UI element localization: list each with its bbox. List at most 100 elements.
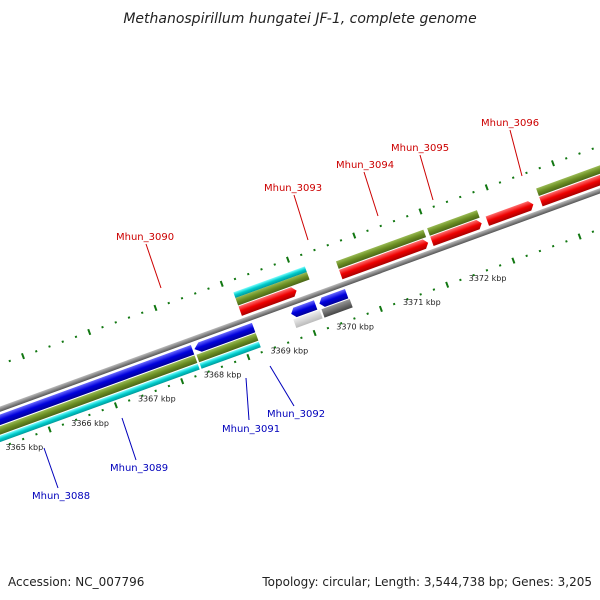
reverse-minor-tick (392, 302, 396, 306)
kbp-scale: 3365 kbp 3366 kbp 3367 kbp 3368 kbp 3369… (5, 274, 507, 452)
reverse-major-tick (246, 353, 251, 361)
reverse-minor-tick (459, 278, 462, 282)
tick-label-3366: 3366 kbp (71, 419, 109, 428)
forward-minor-tick (326, 243, 330, 247)
gene-label-mhun-3095[interactable]: Mhun_3095 (391, 143, 449, 154)
forward-minor-tick (207, 287, 210, 290)
cds-arrow-mhun-3090[interactable] (238, 286, 298, 316)
gene-track-mhun-3096[interactable] (536, 147, 600, 197)
reverse-minor-tick (472, 273, 475, 277)
forward-major-tick (153, 304, 158, 312)
genome-backbone (0, 174, 600, 426)
forward-minor-tick (8, 359, 12, 363)
leader-mhun-3095 (419, 154, 434, 201)
genome-axis: 3365 kbp 3366 kbp 3367 kbp 3368 kbp 3369… (0, 147, 600, 453)
gene-track-mhun-3094[interactable] (427, 210, 480, 236)
pseudogene-light-mhun-3091[interactable] (293, 309, 323, 328)
reverse-minor-tick (406, 297, 409, 301)
gene-label-mhun-3089[interactable]: Mhun_3089 (110, 463, 168, 474)
leader-mhun-3091 (245, 377, 250, 421)
reverse-major-tick (113, 402, 118, 409)
forward-minor-tick (34, 350, 38, 353)
leader-mhun-3096 (509, 129, 523, 177)
cds-arrow-mhun-3094[interactable] (430, 219, 483, 247)
reverse-minor-tick (233, 360, 237, 364)
reverse-minor-tick (432, 288, 436, 291)
cds-arrow-mhun-3088[interactable] (0, 345, 195, 438)
gene-track-mhun-3088[interactable] (0, 355, 198, 446)
gene-track-mhun-3090[interactable] (235, 271, 310, 306)
tick-label-3365: 3365 kbp (5, 443, 43, 452)
gene-label-mhun-3096[interactable]: Mhun_3096 (481, 118, 539, 129)
forward-major-tick (418, 208, 423, 215)
gene-label-mhun-3092[interactable]: Mhun_3092 (267, 409, 325, 420)
gene-track-mhun-3089[interactable] (196, 333, 259, 363)
forward-minor-tick (260, 268, 263, 271)
reverse-minor-tick (154, 389, 157, 393)
forward-major-tick (352, 232, 357, 239)
reverse-minor-tick (485, 268, 489, 272)
cds-arrow-mhun-3093[interactable] (339, 238, 430, 280)
forward-minor-tick (180, 296, 184, 300)
leader-mhun-3089 (121, 417, 137, 461)
gene-label-mhun-3094[interactable]: Mhun_3094 (336, 160, 394, 171)
reverse-minor-tick (260, 350, 263, 354)
gene-label-mhun-3088[interactable]: Mhun_3088 (32, 491, 90, 502)
cds-arrow-mhun-3089[interactable] (193, 322, 256, 354)
forward-minor-tick (273, 263, 277, 266)
forward-minor-tick (591, 147, 595, 151)
reverse-minor-tick (565, 240, 568, 243)
forward-minor-tick (246, 272, 250, 276)
accession-text: Accession: NC_007796 (8, 575, 144, 589)
tick-label-3372: 3372 kbp (469, 274, 507, 283)
reverse-minor-tick (127, 399, 131, 402)
forward-minor-tick (140, 311, 144, 315)
tick-label-3371: 3371 kbp (403, 298, 441, 307)
reverse-minor-tick (591, 230, 595, 233)
reverse-minor-tick (339, 322, 343, 325)
reverse-minor-tick (194, 375, 197, 378)
forward-minor-tick (472, 190, 475, 194)
reverse-major-tick (180, 378, 185, 385)
gene-track-mhun-3093[interactable] (335, 229, 427, 269)
gene-label-mhun-3093[interactable]: Mhun_3093 (264, 183, 322, 194)
forward-minor-tick (525, 171, 528, 175)
gene-label-mhun-3091[interactable]: Mhun_3091 (222, 424, 280, 435)
rna-track-mhun-3088[interactable] (0, 363, 200, 453)
forward-minor-tick (432, 205, 436, 208)
forward-minor-tick (564, 157, 568, 160)
reverse-minor-tick (21, 437, 25, 441)
cds-arrow-mhun-3095[interactable] (485, 200, 535, 226)
reverse-minor-tick (167, 384, 171, 388)
gene-label-mhun-3090[interactable]: Mhun_3090 (116, 232, 174, 243)
reverse-minor-tick (74, 418, 78, 422)
pseudogene-dark-mhun-3092[interactable] (321, 298, 353, 318)
leader-mhun-3094 (363, 171, 379, 217)
rna-track-mhun-3089[interactable] (199, 341, 261, 369)
reverse-major-tick (445, 281, 450, 288)
cds-arrow-mhun-3091[interactable] (289, 300, 318, 318)
tick-row-forward (8, 147, 595, 363)
forward-minor-tick (74, 335, 78, 339)
forward-minor-tick (339, 239, 343, 242)
reverse-minor-tick (8, 442, 12, 446)
reverse-minor-tick (353, 317, 356, 320)
reverse-minor-tick (551, 244, 555, 248)
forward-minor-tick (498, 181, 502, 184)
reverse-major-tick (511, 257, 516, 264)
cds-arrow-mhun-3096[interactable] (539, 159, 600, 207)
forward-minor-tick (313, 248, 316, 252)
forward-minor-tick (379, 224, 383, 228)
reverse-minor-tick (220, 365, 224, 369)
reverse-major-tick (378, 305, 383, 313)
rna-track-mhun-3090[interactable] (233, 266, 307, 298)
forward-minor-tick (233, 277, 237, 281)
cds-arrow-mhun-3092[interactable] (318, 288, 349, 308)
forward-major-tick (87, 328, 92, 336)
reverse-minor-tick (35, 432, 38, 436)
forward-minor-tick (392, 219, 396, 223)
reverse-minor-tick (141, 394, 144, 397)
forward-major-tick (21, 352, 25, 360)
forward-minor-tick (445, 200, 449, 204)
